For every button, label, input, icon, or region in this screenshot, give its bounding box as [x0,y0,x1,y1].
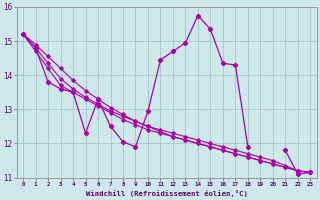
X-axis label: Windchill (Refroidissement éolien,°C): Windchill (Refroidissement éolien,°C) [86,190,248,197]
